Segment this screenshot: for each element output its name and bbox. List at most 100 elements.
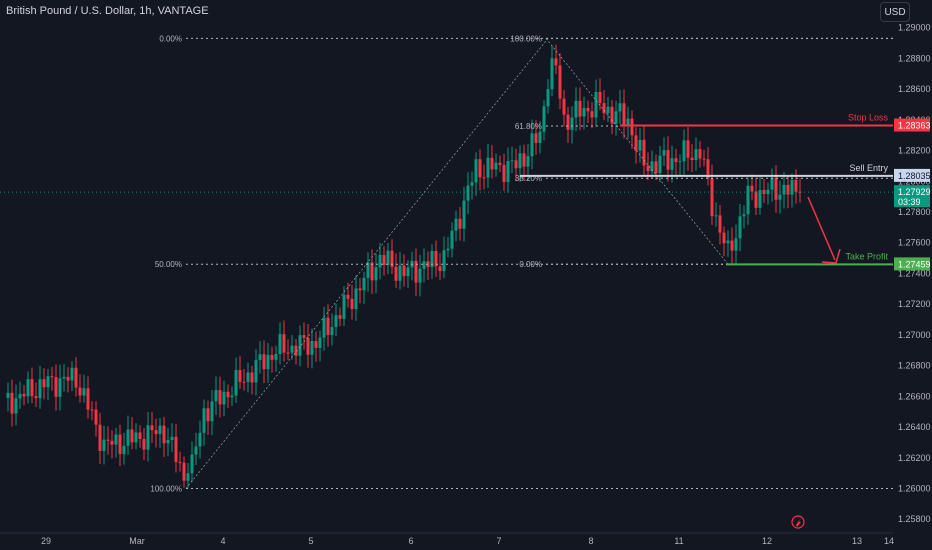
candle-body bbox=[90, 409, 94, 411]
candle-body bbox=[310, 341, 314, 355]
price-tick-label: 1.26600 bbox=[898, 391, 931, 401]
candle-body bbox=[414, 260, 418, 283]
candle-body bbox=[650, 161, 654, 172]
candle-body bbox=[114, 434, 118, 445]
candle-body bbox=[550, 58, 554, 90]
candle-body bbox=[442, 250, 446, 272]
candle-body bbox=[306, 337, 310, 355]
time-tick-label: 7 bbox=[496, 536, 501, 546]
fib-trendline bbox=[185, 38, 549, 489]
candle-body bbox=[758, 190, 762, 208]
candle-body bbox=[266, 354, 270, 370]
candle-body bbox=[418, 268, 422, 283]
candle-body bbox=[290, 345, 294, 353]
candle-body bbox=[666, 150, 670, 170]
candle-body bbox=[262, 354, 266, 370]
candle-body bbox=[718, 215, 722, 233]
candle-body bbox=[334, 315, 338, 328]
candle-body bbox=[74, 367, 78, 388]
currency-button[interactable]: USD bbox=[880, 2, 910, 22]
replay-icon[interactable] bbox=[791, 515, 805, 529]
candle-body bbox=[598, 92, 602, 104]
candle-body bbox=[574, 100, 578, 118]
candle-body bbox=[746, 185, 750, 215]
candle-body bbox=[734, 238, 738, 251]
price-axis[interactable]: 1.290001.288001.286001.284001.282001.280… bbox=[893, 0, 932, 550]
candle-body bbox=[518, 153, 522, 169]
candle-body bbox=[138, 432, 142, 440]
candle-body bbox=[658, 155, 662, 174]
candle-body bbox=[466, 185, 470, 201]
time-tick-label: 14 bbox=[884, 536, 894, 546]
candle-body bbox=[622, 103, 626, 125]
fib-level-label: 50.00% bbox=[155, 260, 182, 269]
candle-body bbox=[22, 393, 26, 397]
drawings: 0.00% 50.00% 100.00% 100.00% 61.80% 38.20% 0.0… bbox=[0, 34, 893, 494]
candle-body bbox=[122, 445, 126, 455]
candle-body bbox=[618, 103, 622, 112]
price-tick-label: 1.26200 bbox=[898, 453, 931, 463]
price-tick-label: 1.28200 bbox=[898, 146, 931, 156]
candle-body bbox=[790, 179, 794, 195]
price-axis-bg bbox=[893, 0, 932, 550]
candle-body bbox=[162, 425, 166, 444]
candle-body bbox=[450, 230, 454, 249]
candle-body bbox=[194, 446, 198, 455]
candle-body bbox=[130, 429, 134, 443]
candle-body bbox=[530, 133, 534, 157]
fib-level-label: 0.00% bbox=[159, 34, 182, 43]
candle-body bbox=[470, 182, 474, 186]
level-label: Take Profit bbox=[845, 251, 888, 261]
candle-body bbox=[214, 390, 218, 402]
candle-body bbox=[742, 214, 746, 217]
candle-body bbox=[526, 156, 530, 167]
candle-body bbox=[118, 434, 122, 455]
candle-body bbox=[66, 376, 70, 381]
candle-body bbox=[386, 250, 390, 266]
candle-body bbox=[50, 376, 54, 378]
candle-body bbox=[538, 131, 542, 143]
candle-body bbox=[750, 185, 754, 192]
candle-body bbox=[230, 395, 234, 398]
candle-body bbox=[206, 408, 210, 422]
candle-body bbox=[254, 360, 258, 383]
candle-body bbox=[494, 162, 498, 170]
candle-body bbox=[510, 160, 514, 162]
time-axis[interactable]: 29 Mar 4 5 6 7 8 11 12 13 14 bbox=[0, 532, 894, 546]
candle-body bbox=[238, 370, 242, 382]
price-tick-label: 1.27400 bbox=[898, 268, 931, 278]
candle-body bbox=[630, 118, 634, 136]
candle-body bbox=[566, 114, 570, 130]
candle-body bbox=[198, 432, 202, 447]
time-tick-label: 6 bbox=[408, 536, 413, 546]
countdown: 03:39 bbox=[898, 197, 921, 207]
candle-body bbox=[786, 184, 790, 195]
candle-body bbox=[642, 139, 646, 166]
time-tick-label: 13 bbox=[852, 536, 862, 546]
candle-body bbox=[626, 118, 630, 125]
candle-body bbox=[602, 103, 606, 114]
fib-level-label: 100.00% bbox=[150, 485, 182, 494]
symbol-title: British Pound / U.S. Dollar, 1h, VANTAGE bbox=[6, 5, 209, 17]
candle-body bbox=[274, 353, 278, 360]
candle-body bbox=[662, 150, 666, 156]
time-tick-label: 11 bbox=[674, 536, 683, 546]
candle-body bbox=[406, 267, 410, 277]
candle-body bbox=[150, 425, 154, 431]
candle-body bbox=[778, 194, 782, 200]
candle-body bbox=[738, 216, 742, 239]
price-tick-label: 1.27000 bbox=[898, 330, 931, 340]
candle-body bbox=[634, 135, 638, 151]
candle-body bbox=[606, 106, 610, 114]
candle-body bbox=[82, 388, 86, 396]
candle-body bbox=[706, 159, 710, 179]
price-tick-label: 1.29000 bbox=[898, 23, 931, 33]
level-price-value: 1.28363 bbox=[898, 121, 931, 131]
candle-body bbox=[554, 58, 558, 66]
level-label: Sell Entry bbox=[849, 163, 888, 173]
candle-body bbox=[446, 248, 450, 251]
candle-body bbox=[126, 429, 130, 446]
arrow-head bbox=[821, 248, 841, 264]
candle-body bbox=[390, 250, 394, 267]
